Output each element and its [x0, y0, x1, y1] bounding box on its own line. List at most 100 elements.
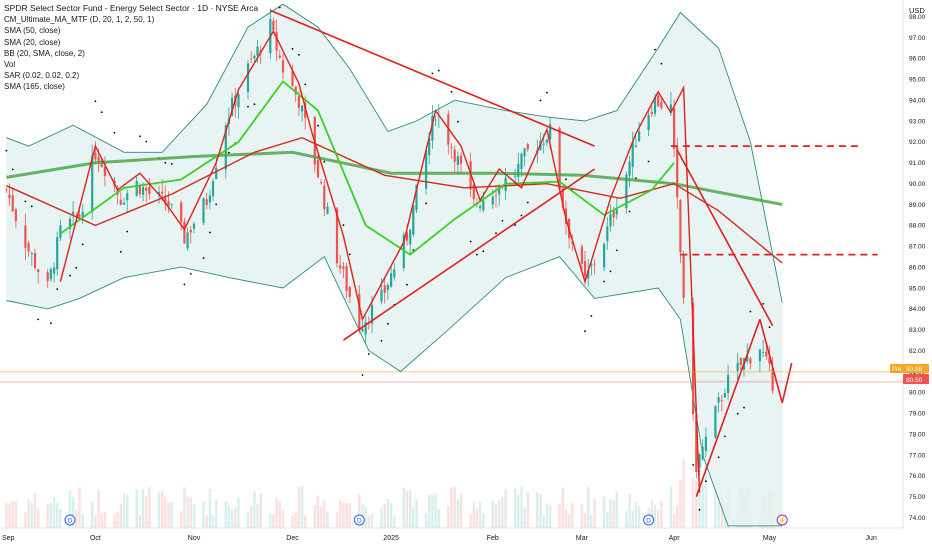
volume-bar	[304, 515, 307, 528]
candle-body	[320, 182, 323, 184]
last-price-tag: 80.50	[906, 377, 923, 384]
candle-body	[297, 96, 300, 108]
sar-dot	[164, 161, 167, 164]
sar-dot	[189, 273, 192, 275]
price-tick-label: 77.00	[909, 452, 926, 459]
sar-dot	[380, 340, 383, 342]
dividend-marker-label: D	[357, 517, 362, 524]
volume-bar	[542, 515, 545, 528]
volume-bar	[224, 501, 227, 528]
volume-bar	[612, 499, 615, 528]
sar-dot	[615, 249, 618, 252]
volume-bar	[695, 480, 698, 528]
time-axis[interactable]: Sep Oct Nov Dec 2025 Feb Mar Apr May Jun	[0, 527, 932, 550]
volume-bar	[434, 493, 437, 528]
price-tick-label: 89.00	[909, 202, 926, 209]
candle-body	[717, 397, 720, 403]
price-axis[interactable]: USD 74.00 75.00 76.00 77.00 78.00 79.00 80.00 8…	[902, 0, 932, 528]
sar-dot	[145, 140, 148, 143]
candle-body	[94, 152, 97, 160]
sar-dot	[482, 250, 485, 253]
volume-bar	[526, 492, 529, 528]
candle-body	[698, 454, 701, 468]
sar-dot	[609, 270, 612, 273]
legend-item-sma-165[interactable]: SMA (165, close)	[4, 82, 65, 92]
sar-dot	[5, 149, 8, 152]
volume-bar	[122, 493, 126, 528]
candle-body	[186, 232, 189, 249]
volume-bar	[609, 499, 612, 528]
candle-body	[59, 225, 62, 238]
volume-bar	[297, 487, 301, 528]
sar-dot	[215, 203, 218, 206]
symbol-title[interactable]: SPDR Select Sector Fund - Energy Select …	[4, 3, 259, 13]
price-tick-label: 94.00	[909, 98, 926, 105]
legend-item-cm-ultimate-ma[interactable]: CM_Ultimate_MA_MTF (D, 20, 1, 2, 50, 1)	[4, 15, 155, 25]
volume-bar	[628, 494, 631, 528]
candle-body	[542, 143, 545, 145]
volume-bar	[583, 513, 587, 528]
trendline	[342, 168, 596, 341]
legend-item-sma-20[interactable]: SMA (20, close)	[4, 37, 61, 47]
volume-bar	[676, 505, 679, 528]
volume-bar	[103, 511, 107, 528]
candle-body	[24, 225, 27, 248]
price-tick-label: 97.00	[909, 35, 926, 42]
time-tick-label: Feb	[487, 535, 499, 542]
dividend-marker	[64, 514, 76, 526]
volume-bar	[52, 496, 56, 528]
volume-bar	[720, 497, 723, 528]
legend-item-parabolic-sar[interactable]: SAR (0.02, 0.02, 0.2)	[4, 71, 80, 81]
candle-body	[91, 155, 94, 213]
candle-body	[393, 269, 396, 278]
sar-dot	[628, 210, 631, 213]
candle-body	[634, 145, 637, 148]
sar-dot	[565, 178, 567, 181]
candle-body	[583, 261, 587, 277]
volume-bar	[615, 491, 618, 528]
candle-body	[81, 211, 84, 219]
candle-body	[771, 368, 774, 391]
volume-bar	[660, 501, 663, 528]
volume-bar	[316, 495, 320, 528]
volume-bar	[714, 488, 717, 528]
candle-body	[580, 246, 583, 264]
candle-body	[405, 232, 409, 241]
sar-dot	[603, 280, 605, 283]
candle-body	[723, 392, 726, 398]
candle-body	[450, 147, 453, 148]
sar-dot	[298, 53, 300, 56]
price-tick-label: 93.00	[909, 118, 926, 125]
time-tick-label: Nov	[188, 535, 201, 542]
candle-body	[606, 226, 609, 241]
price-tick-label: 88.00	[909, 223, 926, 230]
volume-bar	[593, 498, 596, 528]
volume-bar	[571, 503, 574, 528]
candle-body	[122, 202, 126, 205]
legend-item-bollinger-bands[interactable]: BB (20, SMA, close, 2)	[4, 48, 85, 58]
volume-bar	[192, 503, 196, 528]
volume-bar	[389, 502, 393, 528]
candle-body	[348, 287, 351, 297]
volume-bar	[78, 487, 81, 528]
legend-item-sma-50[interactable]: SMA (50, close)	[4, 26, 61, 36]
sar-dot	[526, 201, 529, 204]
legend-item-volume[interactable]: Vol	[4, 60, 16, 70]
volume-bar	[170, 502, 173, 528]
volume-bar	[602, 496, 606, 528]
price-tick-label: 74.00	[909, 515, 926, 522]
candle-body	[316, 159, 320, 177]
time-tick-label: Dec	[286, 535, 299, 542]
volume-bar	[580, 503, 584, 528]
volume-bar	[345, 503, 348, 528]
candle-body	[491, 196, 494, 205]
price-tick-label: 75.00	[909, 494, 926, 501]
volume-bar	[606, 512, 609, 528]
candle-body	[170, 204, 173, 205]
volume-bar	[208, 489, 212, 528]
volume-bar	[253, 491, 256, 528]
candle-body	[33, 253, 37, 268]
volume-bar	[625, 510, 628, 528]
candle-body	[561, 188, 564, 208]
